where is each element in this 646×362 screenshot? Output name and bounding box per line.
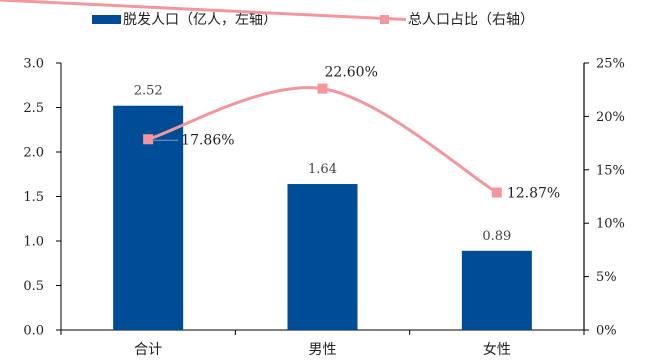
bar-value-label: 2.52 xyxy=(134,84,163,99)
right-tick-label: 15% xyxy=(596,163,625,178)
legend-label-bar: 脱发人口（亿人，左轴） xyxy=(123,12,277,28)
category-labels: 合计 男性 女性 xyxy=(134,341,511,358)
line-marker xyxy=(317,83,328,94)
line-series: 17.86% 22.60% 12.87% xyxy=(143,65,560,202)
legend-swatch-line xyxy=(0,0,407,21)
left-tick-label: 1.5 xyxy=(23,190,44,205)
right-tick-label: 10% xyxy=(596,217,625,232)
line-marker xyxy=(491,187,502,198)
legend-marker-line xyxy=(380,15,389,24)
category-label: 合计 xyxy=(134,342,162,358)
axes: 0.0 0.5 1.0 1.5 2.0 2.5 3.0 0% 5% 10% 15% 20% 25% xyxy=(23,57,625,339)
category-label: 女性 xyxy=(483,341,511,358)
legend: 脱发人口（亿人，左轴） 总人口占比（右轴） xyxy=(0,0,534,28)
bar-series: 2.52 1.64 0.89 xyxy=(113,84,532,330)
right-tick-label: 25% xyxy=(596,57,625,72)
line-value-label: 12.87% xyxy=(507,186,560,202)
line-value-label: 17.86% xyxy=(181,132,234,148)
bar-value-label: 1.64 xyxy=(308,162,337,177)
bar-value-label: 0.89 xyxy=(482,229,511,244)
left-tick-label: 1.0 xyxy=(23,235,44,250)
line-value-label: 22.60% xyxy=(325,65,378,81)
legend-swatch-bar xyxy=(92,15,121,24)
left-tick-label: 0.0 xyxy=(23,324,44,339)
left-tick-label: 3.0 xyxy=(23,57,44,72)
legend-label-line: 总人口占比（右轴） xyxy=(408,12,534,28)
right-tick-label: 20% xyxy=(596,110,625,125)
left-tick-label: 2.5 xyxy=(23,101,44,116)
bar xyxy=(287,184,358,330)
right-tick-label: 0% xyxy=(596,324,617,339)
left-tick-label: 2.0 xyxy=(23,146,44,161)
bar xyxy=(461,250,532,330)
left-tick-label: 0.5 xyxy=(23,279,44,294)
right-tick-label: 5% xyxy=(596,270,617,285)
line-marker xyxy=(143,134,154,145)
category-label: 男性 xyxy=(309,342,337,358)
